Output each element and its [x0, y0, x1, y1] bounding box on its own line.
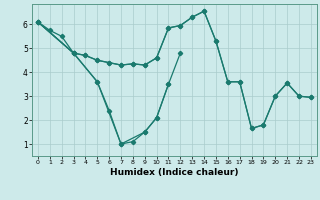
X-axis label: Humidex (Indice chaleur): Humidex (Indice chaleur) — [110, 168, 239, 177]
